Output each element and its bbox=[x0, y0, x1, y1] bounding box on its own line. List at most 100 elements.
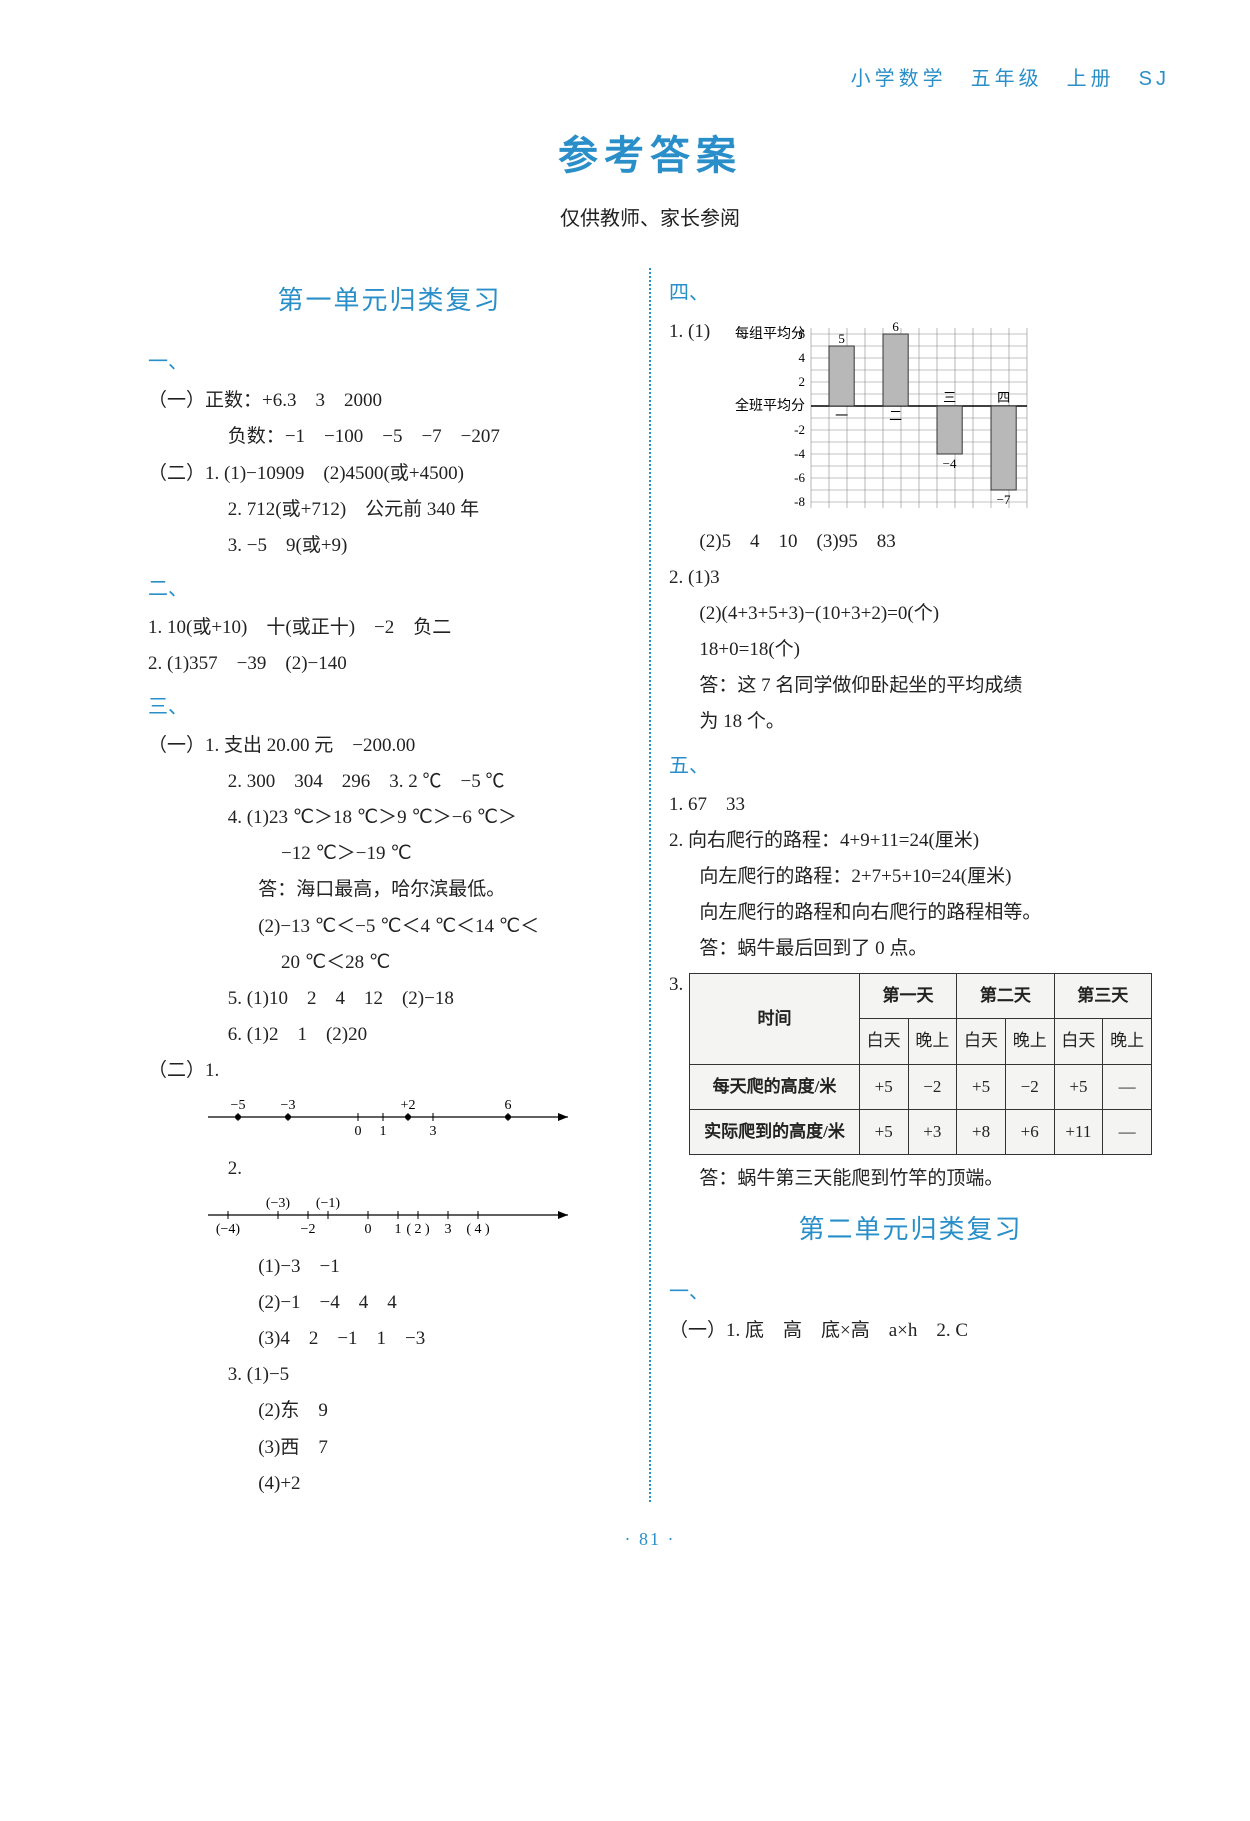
row1-head: 每天爬的高度/米 bbox=[690, 1064, 860, 1109]
left-column: 第一单元归类复习 一、 （一）正数：+6.3 3 2000 负数：−1 −100… bbox=[130, 268, 651, 1502]
svg-text:3: 3 bbox=[430, 1124, 437, 1139]
r2c5: — bbox=[1103, 1109, 1152, 1154]
row2-head: 实际爬到的高度/米 bbox=[690, 1109, 860, 1154]
r2c4: +11 bbox=[1054, 1109, 1103, 1154]
svg-text:(−3): (−3) bbox=[266, 1196, 291, 1211]
section-4: 四、 bbox=[669, 274, 1152, 312]
two-column-layout: 第一单元归类复习 一、 （一）正数：+6.3 3 2000 负数：−1 −100… bbox=[130, 268, 1170, 1502]
number-line-2: (−4)(−3)−2(−1)01( 2 )3( 4 ) bbox=[208, 1191, 631, 1245]
r1c0: +5 bbox=[859, 1064, 908, 1109]
svg-text:3: 3 bbox=[445, 1222, 452, 1237]
head-day1: 第一天 bbox=[859, 974, 956, 1019]
svg-text:−4: −4 bbox=[943, 456, 957, 471]
ans-5-1: 1. 67 33 bbox=[669, 787, 1152, 823]
r1c1: −2 bbox=[908, 1064, 957, 1109]
svg-text:−5: −5 bbox=[231, 1098, 246, 1113]
label: 负数： bbox=[228, 426, 285, 447]
ans-5-3b: 答：蜗牛第三天能爬到竹竿的顶端。 bbox=[669, 1161, 1152, 1197]
ans-4-2b: (2)(4+3+5+3)−(10+3+2)=0(个) bbox=[669, 596, 1152, 632]
main-title: 参考答案 bbox=[130, 118, 1170, 194]
label: （二） bbox=[148, 1060, 205, 1081]
ans-3-1-4d: (2)−13 ℃＜−5 ℃＜4 ℃＜14 ℃＜ bbox=[148, 909, 631, 945]
ans-1-2-row3: 3. −5 9(或+9) bbox=[148, 528, 631, 564]
q5-3-row: 3. 时间 第一天 第二天 第三天 白天 晚上 白天 晚上 白天 bbox=[669, 967, 1152, 1161]
ans-3-2-2b: (2)−1 −4 4 4 bbox=[148, 1285, 631, 1321]
ans-3-1-1: （一）1. 支出 20.00 元 −200.00 bbox=[148, 728, 631, 764]
svg-text:−3: −3 bbox=[281, 1098, 296, 1113]
r1c3: −2 bbox=[1005, 1064, 1054, 1109]
ans-2-1: 1. 10(或+10) 十(或正十) −2 负二 bbox=[148, 610, 631, 646]
ans-3-2-3c: (3)西 7 bbox=[148, 1430, 631, 1466]
subtitle: 仅供教师、家长参阅 bbox=[130, 200, 1170, 238]
svg-text:-4: -4 bbox=[794, 446, 805, 461]
ans-3-1-2: 2. 300 304 296 3. 2 ℃ −5 ℃ bbox=[148, 764, 631, 800]
svg-text:-6: -6 bbox=[794, 470, 805, 485]
u2-section-1: 一、 bbox=[669, 1273, 1152, 1311]
table-row: 每天爬的高度/米 +5 −2 +5 −2 +5 — bbox=[690, 1064, 1152, 1109]
climb-table: 时间 第一天 第二天 第三天 白天 晚上 白天 晚上 白天 晚上 每天爬 bbox=[689, 973, 1152, 1155]
sub-5: 晚上 bbox=[1103, 1019, 1152, 1064]
ans-3-1-4a: 4. (1)23 ℃＞18 ℃＞9 ℃＞−6 ℃＞ bbox=[148, 800, 631, 836]
ans-3-1-4e: 20 ℃＜28 ℃ bbox=[148, 945, 631, 981]
page-header: 小学数学 五年级 上册 SJ bbox=[130, 60, 1170, 98]
svg-text:-8: -8 bbox=[794, 494, 805, 509]
bar-chart: 246-2-4-6-8每组平均分全班平均分5一6二−4三−7四 bbox=[716, 314, 1152, 524]
unit2-title: 第二单元归类复习 bbox=[669, 1205, 1152, 1254]
ans-3-2-3b: (2)东 9 bbox=[148, 1393, 631, 1429]
ans-4-1b: (2)5 4 10 (3)95 83 bbox=[669, 524, 1152, 560]
ans-3-2-3d: (4)+2 bbox=[148, 1466, 631, 1502]
ans-1-2-row2: 2. 712(或+712) 公元前 340 年 bbox=[148, 492, 631, 528]
ans-1-2-row1: （二）1. (1)−10909 (2)4500(或+4500) bbox=[148, 456, 631, 492]
ans-3-2-3a: 3. (1)−5 bbox=[148, 1357, 631, 1393]
svg-text:1: 1 bbox=[395, 1222, 402, 1237]
svg-text:5: 5 bbox=[839, 331, 846, 346]
ans-3-1-4c: 答：海口最高，哈尔滨最低。 bbox=[148, 872, 631, 908]
right-column: 四、 1. (1) 246-2-4-6-8每组平均分全班平均分5一6二−4三−7… bbox=[651, 268, 1170, 1502]
value: +6.3 3 2000 bbox=[262, 390, 382, 411]
page-number: · 81 · bbox=[130, 1522, 1170, 1556]
label: （一）正数： bbox=[148, 390, 262, 411]
svg-text:( 4 ): ( 4 ) bbox=[466, 1222, 490, 1237]
qnum: 1. bbox=[205, 1060, 219, 1081]
svg-text:+2: +2 bbox=[401, 1098, 416, 1113]
sub-3: 晚上 bbox=[1005, 1019, 1054, 1064]
ans-5-2a: 2. 向右爬行的路程：4+9+11=24(厘米) bbox=[669, 823, 1152, 859]
r2c1: +3 bbox=[908, 1109, 957, 1154]
section-5: 五、 bbox=[669, 747, 1152, 785]
svg-text:四: 四 bbox=[997, 390, 1010, 405]
table-row: 实际爬到的高度/米 +5 +3 +8 +6 +11 — bbox=[690, 1109, 1152, 1154]
table-row: 时间 第一天 第二天 第三天 bbox=[690, 974, 1152, 1019]
sub-2: 白天 bbox=[957, 1019, 1006, 1064]
r2c3: +6 bbox=[1005, 1109, 1054, 1154]
svg-text:( 2 ): ( 2 ) bbox=[406, 1222, 430, 1237]
ans-3-1-4b: −12 ℃＞−19 ℃ bbox=[148, 836, 631, 872]
svg-text:(−4): (−4) bbox=[216, 1222, 241, 1237]
svg-text:0: 0 bbox=[365, 1222, 372, 1237]
section-2: 二、 bbox=[148, 570, 631, 608]
r1c2: +5 bbox=[957, 1064, 1006, 1109]
svg-text:6: 6 bbox=[893, 319, 900, 334]
value: 1. 支出 20.00 元 −200.00 bbox=[205, 735, 415, 756]
section-3: 三、 bbox=[148, 688, 631, 726]
svg-text:−2: −2 bbox=[301, 1222, 316, 1237]
ans-3-2-2c: (3)4 2 −1 1 −3 bbox=[148, 1321, 631, 1357]
unit1-title: 第一单元归类复习 bbox=[148, 276, 631, 325]
ans-4-2c: 18+0=18(个) bbox=[669, 632, 1152, 668]
r2c2: +8 bbox=[957, 1109, 1006, 1154]
ans-4-2d: 答：这 7 名同学做仰卧起坐的平均成绩 bbox=[669, 668, 1152, 704]
svg-text:2: 2 bbox=[799, 374, 806, 389]
svg-text:二: 二 bbox=[889, 408, 902, 423]
svg-text:每组平均分: 每组平均分 bbox=[735, 326, 805, 342]
svg-text:一: 一 bbox=[835, 408, 848, 423]
section-1: 一、 bbox=[148, 343, 631, 381]
ans-4-2e: 为 18 个。 bbox=[669, 704, 1152, 740]
sub-0: 白天 bbox=[859, 1019, 908, 1064]
head-day3: 第三天 bbox=[1054, 974, 1151, 1019]
ans-2-2: 2. (1)357 −39 (2)−140 bbox=[148, 646, 631, 682]
head-day2: 第二天 bbox=[957, 974, 1054, 1019]
r1c5: — bbox=[1103, 1064, 1152, 1109]
number-line-1: −5−301+236 bbox=[208, 1093, 631, 1147]
ans-5-2b: 向左爬行的路程：2+7+5+10=24(厘米) bbox=[669, 859, 1152, 895]
sub-4: 白天 bbox=[1054, 1019, 1103, 1064]
q4-1-row: 1. (1) 246-2-4-6-8每组平均分全班平均分5一6二−4三−7四 bbox=[669, 314, 1152, 524]
